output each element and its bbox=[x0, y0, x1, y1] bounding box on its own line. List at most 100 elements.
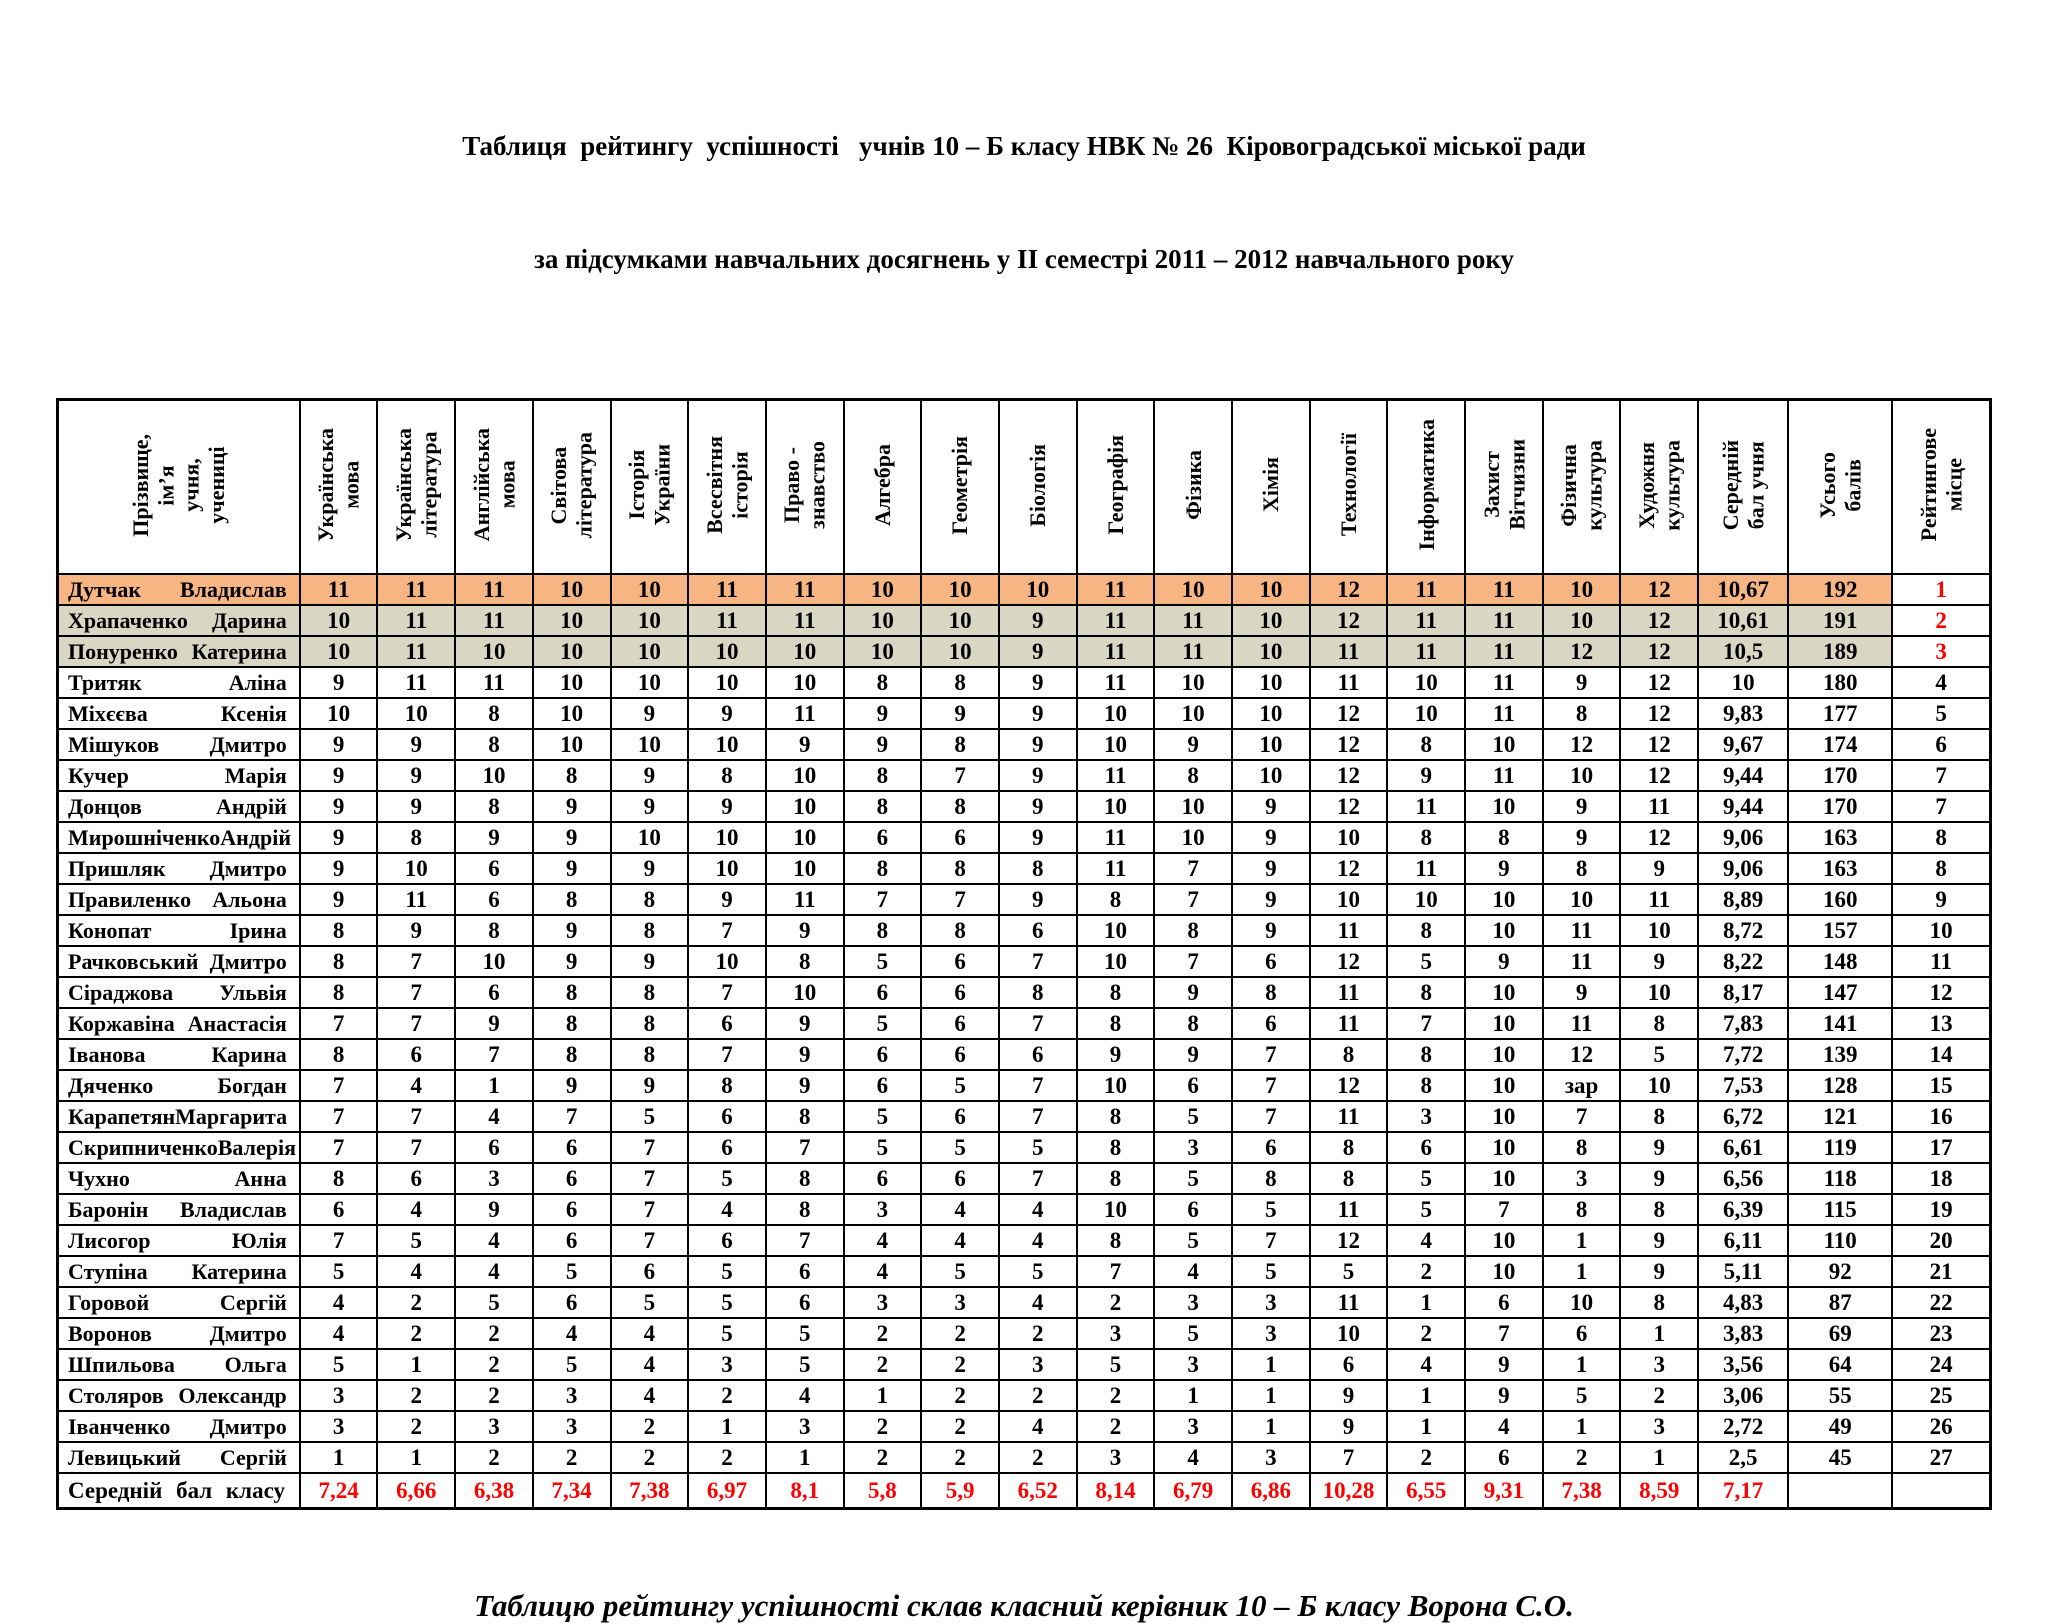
grade-cell: 12 bbox=[1308, 697, 1389, 731]
grade-cell: 3 bbox=[1386, 1100, 1467, 1134]
avg-cell: 9,44 bbox=[1697, 790, 1790, 824]
grade-cell: 5 bbox=[1386, 945, 1467, 979]
grade-cell: 2 bbox=[687, 1441, 767, 1475]
student-last-name: Баронін bbox=[68, 1196, 149, 1222]
grade-cell: 9 bbox=[609, 790, 690, 824]
rank-cell: 23 bbox=[1891, 1317, 1992, 1351]
subject-column-header: Алгебра bbox=[842, 398, 923, 576]
grade-cell: 9 bbox=[376, 790, 457, 824]
student-last-name: Храпаченко bbox=[68, 607, 188, 633]
grade-cell: 2 bbox=[1075, 1410, 1156, 1444]
student-name: Шпильова Ольга bbox=[56, 1348, 301, 1382]
student-row: Конопат Ірина 8 9 8 9 8 7 9 8 8 6 10 8 9 11 8 10 11 10 8,72 1… bbox=[56, 914, 1992, 948]
grade-cell: 9 bbox=[298, 852, 379, 886]
subject-column-header: Фізика bbox=[1153, 398, 1233, 576]
grade-cell: 3 bbox=[531, 1410, 612, 1444]
grade-cell: 11 bbox=[376, 666, 457, 700]
grade-cell: 10 bbox=[687, 635, 767, 669]
grade-cell: 7 bbox=[764, 1224, 845, 1258]
grade-cell: 12 bbox=[1619, 821, 1700, 855]
grade-cell: 10 bbox=[298, 697, 379, 731]
total-cell: 121 bbox=[1787, 1100, 1894, 1134]
rotated-header-text: Історія України bbox=[624, 444, 675, 526]
grade-cell: 7 bbox=[1231, 1100, 1311, 1134]
grade-cell: 2 bbox=[454, 1317, 534, 1351]
avg-cell: 10,61 bbox=[1697, 604, 1790, 638]
student-name: Баронін Владислав bbox=[56, 1193, 301, 1227]
student-name-wrap: Понуренко Катерина bbox=[60, 639, 298, 665]
grade-cell: 10 bbox=[298, 635, 379, 669]
avg-cell: 7,53 bbox=[1697, 1069, 1790, 1103]
grade-cell: 3 bbox=[1231, 1441, 1311, 1475]
student-last-name: Донцов bbox=[68, 793, 142, 819]
student-first-name: Марія bbox=[224, 762, 287, 788]
grade-cell: 10 bbox=[687, 666, 767, 700]
total-cell: 128 bbox=[1787, 1069, 1894, 1103]
grade-cell: 10 bbox=[1541, 1286, 1622, 1320]
grade-cell: 11 bbox=[298, 573, 379, 607]
rotated-header-text: Усього балів bbox=[1814, 451, 1866, 519]
grade-cell: 9 bbox=[1619, 945, 1700, 979]
class-average-value: 6,86 bbox=[1231, 1472, 1311, 1510]
student-name-wrap: Баронін Владислав bbox=[60, 1196, 298, 1223]
student-last-name: Шпильова bbox=[68, 1351, 175, 1377]
grade-cell: 8 bbox=[1619, 1100, 1700, 1134]
grade-cell: 5 bbox=[1231, 1255, 1311, 1289]
student-name-wrap: Левицький Сергій bbox=[60, 1445, 298, 1471]
grade-cell: 9 bbox=[1464, 945, 1544, 979]
student-first-name: Карина bbox=[211, 1041, 287, 1067]
grade-cell: 10 bbox=[454, 945, 534, 979]
student-row: Донцов Андрій 9 9 8 9 9 9 10 8 8 9 10 10 9 12 11 10 9 11 9,4… bbox=[56, 790, 1992, 824]
student-row: Тритяк Аліна 9 11 11 10 10 10 10 8 8 9 11 10 10 11 10 11 9… bbox=[56, 666, 1992, 700]
grade-cell: 5 bbox=[997, 1131, 1078, 1165]
student-first-name: Дмитро bbox=[209, 731, 287, 757]
grade-cell: 9 bbox=[687, 883, 767, 917]
grade-cell: 5 bbox=[842, 1007, 923, 1041]
grade-cell: 4 bbox=[842, 1224, 923, 1258]
grade-cell: 9 bbox=[609, 852, 690, 886]
grade-cell: 9 bbox=[531, 821, 612, 855]
grade-cell: 2 bbox=[920, 1317, 1000, 1351]
student-name: Іванова Карина bbox=[56, 1038, 301, 1072]
avg-cell: 6,72 bbox=[1697, 1100, 1790, 1134]
grade-cell: 9 bbox=[298, 759, 379, 793]
grade-cell: 10 bbox=[842, 573, 923, 607]
subject-column-header: Право - знавство bbox=[764, 398, 845, 576]
grade-cell: 7 bbox=[376, 1100, 457, 1134]
grade-cell: 10 bbox=[920, 573, 1000, 607]
grade-cell: 12 bbox=[1619, 573, 1700, 607]
grade-cell: 12 bbox=[1541, 1038, 1622, 1072]
grade-cell: 10 bbox=[1231, 697, 1311, 731]
grade-cell: 2 bbox=[609, 1410, 690, 1444]
subject-column-header: Географія bbox=[1075, 398, 1156, 576]
rotated-header-text: Біологія bbox=[1025, 443, 1051, 527]
grade-cell: зар bbox=[1541, 1069, 1622, 1103]
grade-cell: 8 bbox=[920, 790, 1000, 824]
student-first-name: Богдан bbox=[217, 1072, 287, 1098]
grade-cell: 11 bbox=[454, 573, 534, 607]
subject-column-header: Фізична культура bbox=[1541, 398, 1622, 576]
student-name-wrap: Дутчак Владислав bbox=[60, 577, 298, 603]
rotated-header-text: Англійська мова bbox=[468, 428, 519, 542]
grade-cell: 8 bbox=[531, 759, 612, 793]
grade-cell: 10 bbox=[454, 635, 534, 669]
avg-cell: 2,5 bbox=[1697, 1441, 1790, 1475]
avg-cell: 9,06 bbox=[1697, 852, 1790, 886]
grade-cell: 5 bbox=[920, 1069, 1000, 1103]
grade-cell: 7 bbox=[376, 945, 457, 979]
grade-cell: 12 bbox=[1308, 1069, 1389, 1103]
class-average-value: 6,66 bbox=[376, 1472, 457, 1510]
subject-column-header: Англійська мова bbox=[454, 398, 534, 576]
grade-cell: 10 bbox=[842, 604, 923, 638]
grade-cell: 10 bbox=[1075, 728, 1156, 762]
grade-cell: 6 bbox=[454, 852, 534, 886]
grade-cell: 9 bbox=[298, 790, 379, 824]
student-name-wrap: Карапетян Маргарита bbox=[60, 1104, 298, 1130]
avg-cell: 4,83 bbox=[1697, 1286, 1790, 1320]
student-first-name: Альона bbox=[212, 886, 287, 912]
grade-cell: 8 bbox=[1386, 1038, 1467, 1072]
grade-cell: 5 bbox=[1386, 1162, 1467, 1196]
grade-cell: 5 bbox=[842, 945, 923, 979]
student-name-wrap: Сіраджова Ульвія bbox=[60, 980, 298, 1006]
grade-cell: 4 bbox=[920, 1224, 1000, 1258]
